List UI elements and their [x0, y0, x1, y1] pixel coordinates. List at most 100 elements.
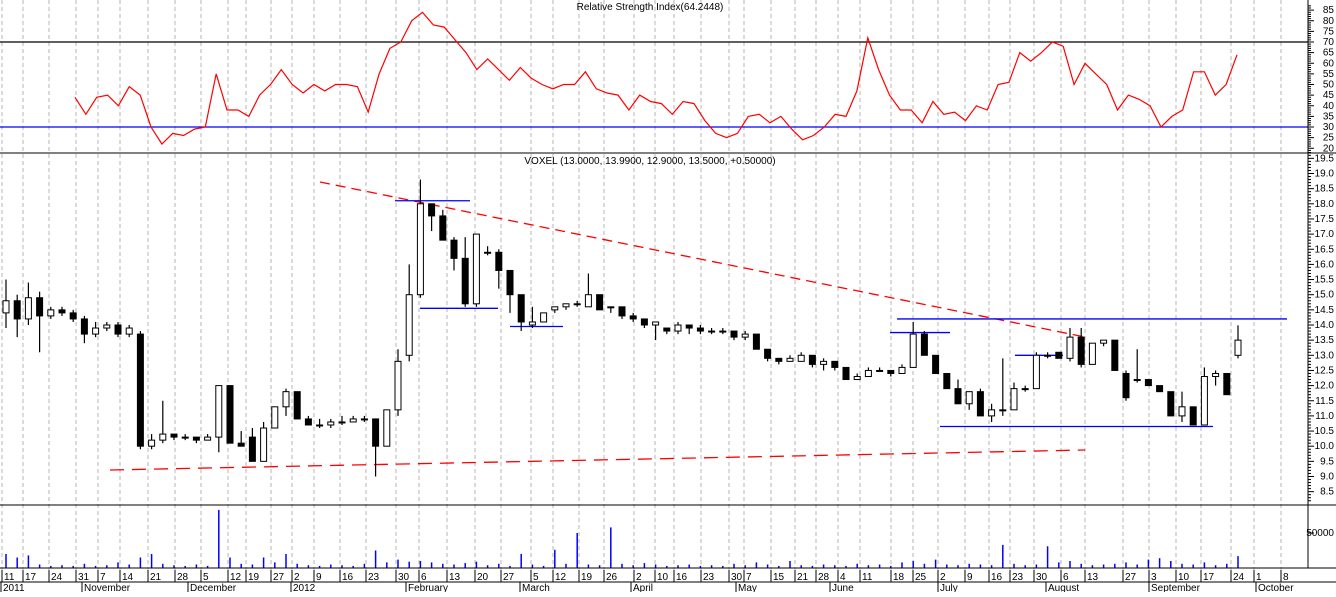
candle-body	[607, 306, 615, 309]
rsi-tick-label: 85	[1323, 5, 1335, 16]
rsi-tick-label: 60	[1323, 58, 1335, 69]
candle-body	[1144, 379, 1152, 387]
candle-body	[506, 269, 514, 296]
rsi-tick-label: 65	[1323, 48, 1335, 59]
x-tick-label: 1	[1256, 572, 1262, 583]
candle-body	[304, 418, 312, 426]
x-tick-label: 31	[78, 572, 90, 583]
candle-body	[1223, 372, 1231, 396]
candle-body	[237, 442, 245, 447]
candle-body	[495, 251, 503, 271]
candle-body	[92, 327, 100, 335]
price-tick-label: 11.5	[1315, 396, 1334, 407]
candle-body	[629, 315, 637, 320]
candle-body	[136, 333, 144, 447]
x-tick-label: 19	[581, 572, 593, 583]
candle-body	[13, 300, 21, 320]
x-tick-label: 16	[342, 572, 354, 583]
candle-body	[1200, 376, 1208, 426]
rsi-tick-label: 45	[1323, 90, 1335, 101]
price-tick-label: 17.0	[1315, 229, 1335, 240]
candle-body	[741, 333, 749, 338]
price-tick-label: 14.0	[1315, 320, 1335, 331]
lower-trendline	[109, 449, 1086, 471]
candle-body	[472, 233, 480, 305]
price-tick-label: 10.0	[1315, 441, 1335, 452]
rsi-tick-label: 55	[1323, 69, 1335, 80]
candle-body	[428, 203, 436, 217]
x-tick-label: 13	[449, 572, 461, 583]
candle-body	[1010, 388, 1018, 411]
month-label: 2012	[293, 583, 316, 592]
candle-body	[360, 418, 368, 421]
candle-body	[394, 360, 402, 411]
x-tick-label: 28	[818, 572, 830, 583]
candle-body	[1077, 336, 1085, 365]
price-tick-label: 12.0	[1315, 381, 1335, 392]
candle-body	[204, 436, 212, 441]
candle-body	[1100, 339, 1108, 344]
candle-body	[674, 324, 682, 332]
price-tick-label: 19.0	[1315, 169, 1335, 180]
rsi-tick-label: 30	[1323, 122, 1335, 133]
x-tick-label: 9	[316, 572, 322, 583]
candle-body	[842, 366, 850, 381]
x-tick-label: 23	[368, 572, 380, 583]
price-tick-label: 10.5	[1315, 426, 1335, 437]
x-tick-label: 18	[893, 572, 905, 583]
rsi-tick-label: 35	[1323, 111, 1335, 122]
candle-body	[1066, 336, 1074, 359]
candle-body	[1189, 406, 1197, 426]
x-tick-label: 14	[122, 572, 134, 583]
rsi-line	[74, 11, 1238, 145]
x-tick-label: 19	[248, 572, 260, 583]
candle-body	[1133, 379, 1141, 382]
candle-body	[719, 330, 727, 333]
candle-body	[282, 391, 290, 408]
candle-body	[876, 369, 884, 372]
candle-body	[517, 294, 525, 323]
price-panel	[2, 179, 1287, 477]
candle-body	[920, 333, 928, 356]
month-label: June	[832, 583, 854, 592]
candle-body	[383, 409, 391, 447]
candle-body	[797, 354, 805, 362]
x-tick-label: 13	[1087, 572, 1099, 583]
x-tick-label: 5	[533, 572, 539, 583]
candle-body	[808, 354, 816, 365]
candle-body	[80, 318, 88, 335]
x-tick-label: 11	[862, 572, 873, 583]
grid-lines	[1, 0, 1282, 575]
month-label: February	[408, 583, 448, 592]
x-tick-label: 27	[273, 572, 285, 583]
candle-body	[663, 327, 671, 332]
candle-body	[170, 433, 178, 438]
rsi-tick-label: 20	[1323, 143, 1335, 154]
month-label: May	[738, 583, 757, 592]
month-label: April	[633, 583, 653, 592]
month-label: September	[1151, 583, 1201, 592]
candle-body	[58, 309, 66, 314]
candle-body	[1021, 388, 1029, 391]
month-label: November	[84, 583, 131, 592]
x-tick-label: 27	[503, 572, 515, 583]
candle-body	[562, 303, 570, 308]
candle-body	[887, 369, 895, 374]
candle-body	[1212, 372, 1220, 378]
price-tick-label: 8.5	[1320, 487, 1334, 498]
x-tick-label: 12	[555, 572, 567, 583]
price-tick-label: 11.0	[1315, 411, 1334, 422]
candle-body	[484, 251, 492, 254]
candle-body	[528, 321, 536, 326]
rsi-title: Relative Strength Index(64.2448)	[577, 2, 724, 13]
x-tick-label: 6	[1063, 572, 1069, 583]
candle-body	[965, 391, 973, 405]
candle-body	[114, 324, 122, 335]
candle-body	[103, 324, 111, 329]
rsi-tick-label: 80	[1323, 16, 1335, 27]
price-tick-label: 13.5	[1315, 335, 1335, 346]
candle-body	[192, 436, 200, 441]
x-tick-label: 15	[773, 572, 785, 583]
